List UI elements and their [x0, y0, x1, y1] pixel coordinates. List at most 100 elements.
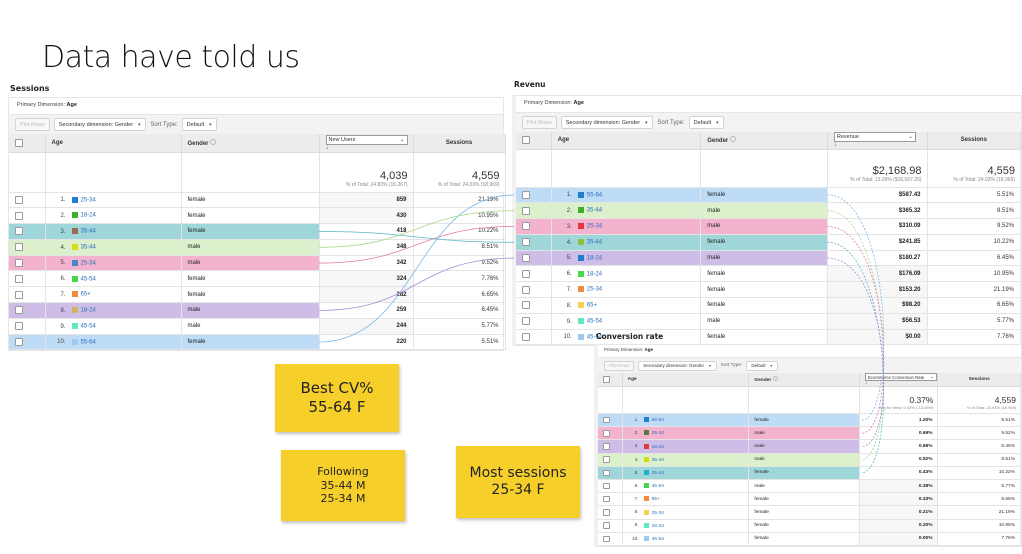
row-checkbox[interactable] [603, 430, 610, 437]
sort-type-dropdown[interactable]: Default ▼ [181, 118, 218, 131]
row-checkbox[interactable] [522, 269, 530, 278]
table-row[interactable]: 1. 55-64 female $587.43 5.51% [516, 187, 1022, 204]
table-row[interactable]: 8. 25-34 female 0.21% 21.19% [598, 505, 1021, 520]
table-row[interactable]: 5. 25-34 male 342 9.52% [9, 255, 506, 272]
row-checkbox[interactable] [15, 211, 23, 220]
row-checkbox[interactable] [603, 522, 610, 529]
help-icon[interactable] [772, 376, 778, 381]
table-row[interactable]: 8. 65+ female $98.20 6.65% [516, 297, 1022, 314]
row-checkbox[interactable] [522, 285, 530, 294]
age-link[interactable]: 65+ [586, 302, 597, 309]
primary-dimension-value[interactable]: Age [644, 347, 654, 352]
help-icon[interactable] [210, 138, 217, 145]
age-link[interactable]: 18-24 [651, 523, 664, 529]
row-checkbox[interactable] [15, 322, 23, 331]
col-sessions-header[interactable]: Sessions [413, 134, 506, 153]
table-row[interactable]: 7. 25-34 female $153.20 21.19% [516, 281, 1022, 299]
plot-rows-button[interactable]: Plot Rows [604, 360, 635, 371]
age-link[interactable]: 25-34 [80, 197, 96, 204]
table-row[interactable]: 8. 18-24 male 259 6.45% [9, 302, 506, 319]
table-row[interactable]: 3. 25-34 male $310.09 9.52% [516, 218, 1022, 235]
metric-select[interactable]: Ecommerce Conversion Rate ⌄ [865, 373, 938, 381]
sort-desc-icon[interactable]: ↓ [865, 381, 868, 386]
age-link[interactable]: 35-44 [651, 470, 664, 476]
select-all-checkbox[interactable] [15, 138, 23, 147]
age-link[interactable]: 25-34 [651, 510, 664, 516]
row-checkbox[interactable] [15, 338, 23, 347]
col-gender-header[interactable]: Gender [700, 132, 828, 150]
age-link[interactable]: 45-54 [586, 334, 603, 341]
table-row[interactable]: 2. 35-44 male $365.32 8.51% [516, 202, 1022, 220]
age-link[interactable]: 25-34 [651, 431, 664, 437]
row-checkbox[interactable] [603, 416, 610, 424]
row-checkbox[interactable] [522, 222, 530, 231]
table-row[interactable]: 1. 55-64 female 1.20% 5.51% [598, 413, 1021, 428]
age-link[interactable]: 65+ [80, 291, 91, 298]
metric-select[interactable]: Revenue ⌄ [833, 132, 916, 143]
row-checkbox[interactable] [15, 243, 23, 252]
age-link[interactable]: 18-24 [586, 255, 603, 262]
table-row[interactable]: 3. 35-44 female 418 10.22% [9, 223, 506, 240]
row-checkbox[interactable] [15, 195, 23, 204]
col-sessions-header[interactable]: Sessions [937, 373, 1021, 387]
row-checkbox[interactable] [15, 227, 23, 236]
age-link[interactable]: 35-44 [586, 207, 603, 214]
age-link[interactable]: 55-64 [651, 417, 664, 423]
age-link[interactable]: 35-44 [651, 457, 664, 463]
age-link[interactable]: 35-44 [586, 239, 603, 246]
row-checkbox[interactable] [15, 274, 23, 283]
table-row[interactable]: 7. 65+ female 282 6.65% [9, 286, 506, 304]
age-link[interactable]: 25-34 [586, 286, 603, 293]
col-age-header[interactable]: Age [551, 132, 702, 150]
sort-type-dropdown[interactable]: Default ▼ [746, 360, 779, 371]
row-checkbox[interactable] [603, 495, 610, 503]
col-age-header[interactable]: Age [45, 134, 182, 153]
table-row[interactable]: 5. 18-24 male $180.27 6.45% [516, 250, 1022, 267]
row-checkbox[interactable] [603, 509, 610, 516]
row-checkbox[interactable] [15, 259, 23, 268]
age-link[interactable]: 55-64 [80, 339, 96, 346]
col-age-header[interactable]: Age [622, 373, 750, 387]
table-row[interactable]: 4. 35-44 male 348 8.51% [9, 239, 506, 256]
row-checkbox[interactable] [522, 317, 530, 326]
age-link[interactable]: 55-64 [586, 192, 603, 199]
plot-rows-button[interactable]: Plot Rows [15, 118, 50, 131]
age-link[interactable]: 18-24 [80, 307, 96, 314]
age-link[interactable]: 35-44 [80, 244, 96, 251]
row-checkbox[interactable] [603, 456, 610, 463]
col-gender-header[interactable]: Gender [748, 373, 861, 387]
secondary-dimension-dropdown[interactable]: Secondary dimension: Gender ▼ [560, 116, 654, 129]
row-checkbox[interactable] [15, 290, 23, 299]
select-all-checkbox[interactable] [522, 136, 530, 145]
table-row[interactable]: 9. 18-24 female 0.20% 10.95% [598, 519, 1021, 533]
table-row[interactable]: 6. 18-24 female $176.09 10.95% [516, 265, 1022, 283]
table-row[interactable]: 9. 45-54 male 244 5.77% [9, 318, 506, 335]
age-link[interactable]: 18-24 [586, 271, 603, 278]
sort-desc-icon[interactable]: ↓ [325, 144, 329, 151]
row-checkbox[interactable] [603, 482, 610, 490]
age-link[interactable]: 45-54 [80, 276, 96, 283]
plot-rows-button[interactable]: Plot Rows [522, 116, 557, 129]
age-link[interactable]: 35-44 [80, 228, 96, 235]
age-link[interactable]: 18-24 [651, 444, 664, 450]
age-link[interactable]: 65+ [651, 497, 660, 503]
row-checkbox[interactable] [522, 238, 530, 247]
table-row[interactable]: 10. 45-54 female 0.00% 7.76% [598, 532, 1021, 546]
col-gender-header[interactable]: Gender [181, 134, 320, 153]
table-row[interactable]: 4. 35-44 male 0.52% 8.51% [598, 453, 1021, 467]
table-row[interactable]: 1. 25-34 female 859 21.19% [9, 192, 506, 209]
row-checkbox[interactable] [522, 254, 530, 263]
primary-dimension-value[interactable]: Age [66, 102, 77, 108]
row-checkbox[interactable] [603, 443, 610, 450]
age-link[interactable]: 25-34 [586, 223, 603, 230]
table-row[interactable]: 6. 45-54 female 324 7.76% [9, 270, 506, 288]
table-row[interactable]: 2. 18-24 female 430 10.95% [9, 207, 506, 225]
table-row[interactable]: 7. 65+ female 0.33% 6.65% [598, 492, 1021, 507]
primary-dimension-value[interactable]: Age [573, 100, 584, 106]
row-checkbox[interactable] [522, 333, 530, 342]
row-checkbox[interactable] [15, 306, 23, 315]
age-link[interactable]: 45-54 [651, 483, 664, 489]
metric-select[interactable]: New Users ⌄ [325, 134, 408, 145]
row-checkbox[interactable] [522, 301, 530, 310]
sort-type-dropdown[interactable]: Default ▼ [688, 116, 725, 129]
